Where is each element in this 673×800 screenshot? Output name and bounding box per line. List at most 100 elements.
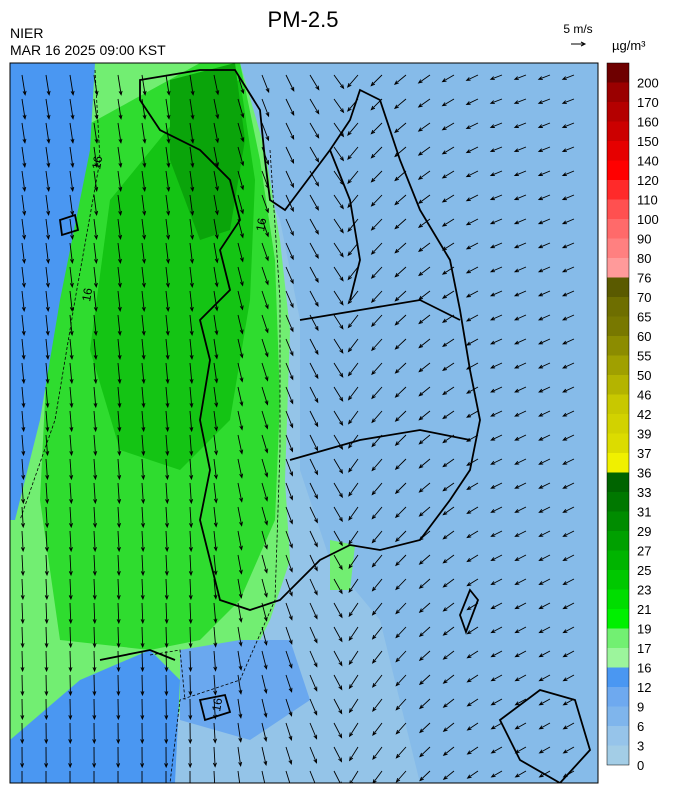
wind-arrow — [189, 362, 194, 385]
wind-arrow — [333, 482, 343, 499]
wind-arrow — [165, 338, 170, 361]
wind-arrow — [189, 434, 194, 457]
wind-arrow — [117, 74, 123, 96]
wind-arrow — [92, 674, 97, 697]
wind-arrow — [261, 122, 270, 142]
wind-arrow — [188, 722, 193, 745]
wind-arrow — [537, 98, 551, 104]
wind-arrow — [213, 410, 219, 432]
wind-arrow — [285, 242, 294, 261]
wind-arrow — [465, 362, 479, 370]
wind-arrow — [164, 674, 169, 697]
wind-arrow — [213, 626, 218, 648]
wind-arrow — [213, 98, 220, 120]
wind-arrow — [561, 266, 575, 273]
wind-arrow — [21, 482, 26, 505]
wind-arrow — [237, 578, 243, 599]
colorbar-segment — [607, 433, 629, 453]
colorbar-segment — [607, 453, 629, 473]
wind-arrow — [237, 74, 245, 95]
colorbar-segment — [607, 745, 629, 765]
wind-arrow — [394, 242, 407, 254]
colorbar-segment — [607, 492, 629, 512]
wind-arrow — [117, 362, 122, 385]
wind-arrow — [261, 74, 270, 94]
wind-arrow — [490, 506, 503, 513]
wind-arrow — [309, 650, 318, 668]
wind-arrow — [165, 458, 170, 481]
wind-arrow — [562, 722, 575, 730]
wind-arrow — [69, 770, 71, 783]
wind-arrow — [261, 626, 268, 646]
wind-arrow — [514, 650, 527, 658]
wind-arrow — [188, 674, 193, 697]
wind-arrow — [141, 482, 146, 505]
wind-arrow — [92, 554, 97, 577]
wind-arrow — [417, 218, 431, 228]
wind-arrow — [68, 698, 73, 721]
wind-arrow — [562, 746, 575, 754]
wind-arrow — [165, 242, 170, 265]
wind-arrow — [21, 506, 25, 529]
wind-arrow — [538, 482, 551, 489]
wind-arrow — [213, 362, 219, 384]
wind-arrow — [117, 314, 122, 337]
wind-arrow — [333, 170, 344, 186]
colorbar-label: 36 — [637, 466, 651, 481]
wind-arrow — [21, 74, 27, 96]
wind-arrow — [141, 506, 145, 529]
wind-arrow — [237, 482, 244, 503]
colorbar-label: 55 — [637, 349, 651, 364]
wind-arrow — [309, 170, 320, 187]
wind-arrow — [45, 122, 51, 144]
colorbar-label: 17 — [637, 641, 651, 656]
wind-arrow — [20, 698, 25, 721]
wind-arrow — [261, 698, 268, 718]
wind-arrow — [141, 290, 146, 313]
wind-arrow — [538, 386, 551, 393]
wind-arrow — [237, 650, 243, 671]
wind-arrow — [93, 338, 98, 361]
wind-scale-arrow — [571, 41, 587, 47]
wind-arrow — [442, 674, 455, 684]
wind-arrow — [45, 482, 50, 505]
wind-arrow — [418, 266, 431, 277]
wind-arrow — [513, 314, 527, 321]
wind-arrow — [309, 122, 320, 139]
wind-arrow — [562, 674, 575, 682]
wind-arrow — [418, 506, 431, 517]
wind-arrow — [466, 746, 479, 755]
wind-arrow — [538, 674, 551, 682]
wind-arrow — [466, 530, 479, 539]
wind-arrow — [538, 530, 551, 537]
wind-arrow — [285, 314, 294, 333]
wind-arrow — [285, 194, 294, 213]
wind-arrow — [562, 410, 575, 417]
wind-arrow — [514, 698, 527, 706]
colorbar-unit: µg/m³ — [612, 38, 646, 53]
colorbar-label: 27 — [637, 544, 651, 559]
colorbar-segment — [607, 63, 629, 83]
wind-arrow — [237, 530, 243, 551]
wind-arrow — [165, 410, 170, 433]
wind-arrow — [309, 218, 319, 235]
wind-arrow — [116, 698, 121, 721]
wind-arrow — [285, 770, 291, 783]
wind-arrow — [419, 746, 431, 758]
wind-arrow — [93, 458, 98, 481]
wind-arrow — [417, 74, 431, 84]
wind-arrow — [140, 650, 145, 673]
wind-arrow — [562, 650, 575, 658]
wind-arrow — [116, 746, 121, 769]
wind-arrow — [442, 602, 455, 612]
wind-arrow — [93, 362, 98, 385]
wind-arrow — [116, 722, 121, 745]
wind-arrow — [237, 458, 244, 479]
wind-arrow — [372, 770, 383, 783]
wind-arrow — [117, 98, 123, 120]
wind-arrow — [69, 362, 74, 385]
wind-arrow — [333, 506, 343, 523]
wind-arrow — [372, 722, 383, 736]
wind-arrow — [347, 362, 359, 377]
